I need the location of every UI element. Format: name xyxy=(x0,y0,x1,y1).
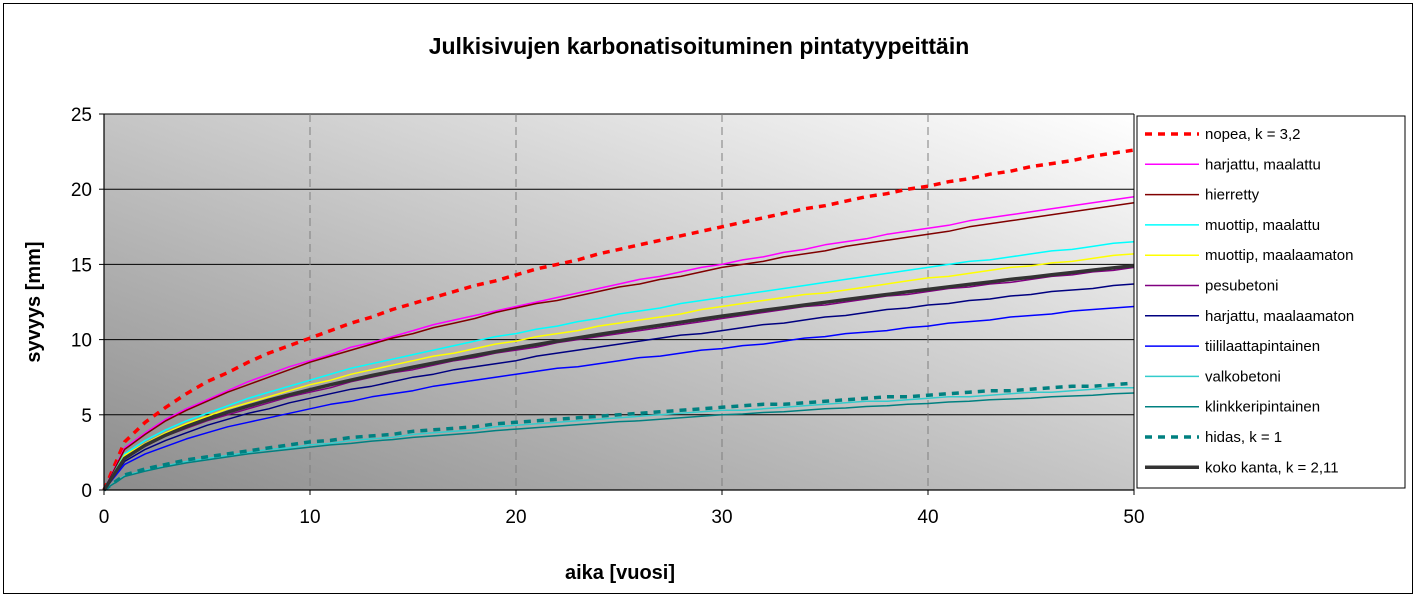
series-line xyxy=(102,148,1135,491)
legend-label: harjattu, maalaamaton xyxy=(1205,308,1354,325)
series-layer xyxy=(102,148,1135,492)
series-line xyxy=(103,392,1135,491)
legend-label: koko kanta, k = 2,11 xyxy=(1205,459,1339,476)
x-tick-label: 10 xyxy=(299,507,320,528)
legend-label: pesubetoni xyxy=(1205,278,1278,295)
series-line xyxy=(102,381,1135,492)
legend-label: harjattu, maalattu xyxy=(1205,156,1321,173)
y-tick-label: 5 xyxy=(81,406,92,427)
plot-area xyxy=(104,114,1134,490)
chart-title: Julkisivujen karbonatisoituminen pintaty… xyxy=(429,33,970,59)
y-tick-label: 25 xyxy=(71,105,92,126)
chart-frame: Julkisivujen karbonatisoituminen pintaty… xyxy=(3,3,1413,594)
x-tick-label: 50 xyxy=(1123,507,1144,528)
series-line xyxy=(103,386,1134,491)
legend: nopea, k = 3,2 harjattu, maalattu hierrett… xyxy=(1136,115,1406,489)
legend-label: muottip, maalaamaton xyxy=(1205,247,1353,264)
legend-box xyxy=(1136,115,1406,489)
y-tick-label: 20 xyxy=(71,180,92,201)
legend-label: hidas, k = 1 xyxy=(1205,429,1282,446)
y-axis-title: syvyys [mm] xyxy=(23,241,45,362)
x-tick-label: 20 xyxy=(505,507,526,528)
grid-layer xyxy=(104,113,1134,490)
legend-label: muottip, maalattu xyxy=(1205,217,1320,234)
y-tick-label: 10 xyxy=(71,331,92,352)
legend-label: hierretty xyxy=(1205,187,1260,204)
y-tick-label: 0 xyxy=(81,481,92,502)
series-line xyxy=(103,305,1135,491)
legend-label: tiililaattapintainen xyxy=(1205,338,1320,355)
legend-label: nopea, k = 3,2 xyxy=(1205,126,1301,143)
x-tick-label: 30 xyxy=(711,507,732,528)
series-line xyxy=(102,263,1135,491)
series-line xyxy=(103,253,1135,491)
series-line xyxy=(103,201,1135,491)
legend-label: klinkkeripintainen xyxy=(1205,399,1320,416)
x-tick-label: 0 xyxy=(99,507,110,528)
series-line xyxy=(103,195,1135,491)
legend-label: valkobetoni xyxy=(1205,368,1281,385)
x-tick-label: 40 xyxy=(917,507,938,528)
series-line xyxy=(103,266,1135,491)
y-tick-label: 15 xyxy=(71,255,92,276)
series-line xyxy=(103,283,1135,491)
series-line xyxy=(103,241,1135,491)
axis-layer: 0 5 10 15 20 25 0 10 20 30 40 50 xyxy=(71,105,1145,528)
chart-svg: Julkisivujen karbonatisoituminen pintaty… xyxy=(23,33,1406,584)
x-axis-title: aika [vuosi] xyxy=(565,562,675,584)
